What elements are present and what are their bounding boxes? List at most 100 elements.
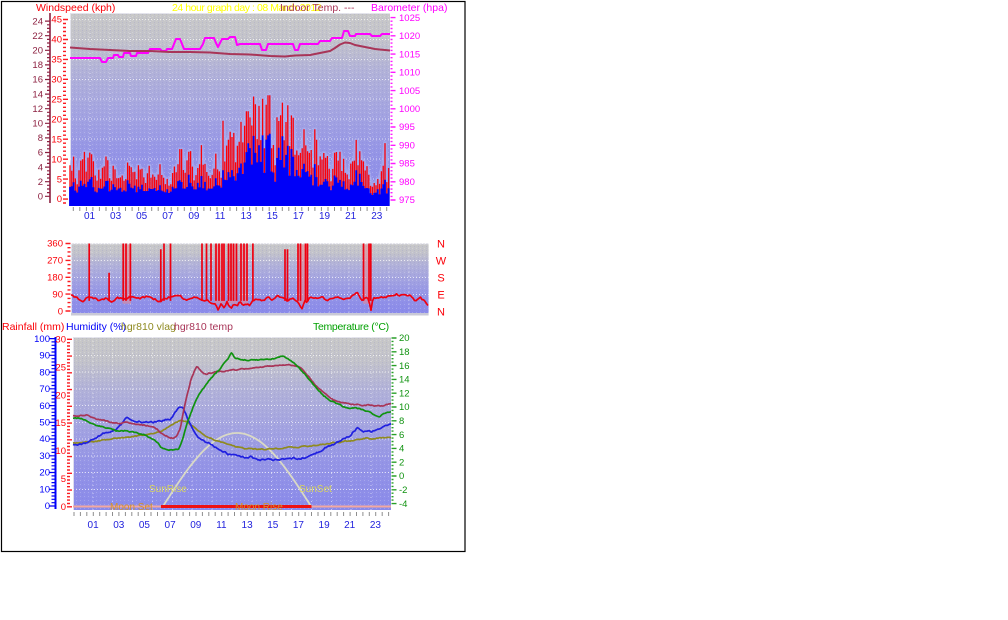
svg-text:N: N xyxy=(437,306,445,318)
svg-text:1020: 1020 xyxy=(399,31,420,42)
svg-text:25: 25 xyxy=(51,95,62,106)
svg-text:20: 20 xyxy=(51,115,62,126)
svg-text:12: 12 xyxy=(399,388,410,399)
svg-text:180: 180 xyxy=(47,273,63,284)
svg-text:1010: 1010 xyxy=(399,68,420,79)
svg-text:13: 13 xyxy=(241,211,253,222)
svg-text:980: 980 xyxy=(399,177,415,188)
svg-text:09: 09 xyxy=(190,520,202,531)
svg-text:1025: 1025 xyxy=(399,13,420,24)
svg-text:-2: -2 xyxy=(399,485,407,496)
svg-text:11: 11 xyxy=(216,520,227,531)
svg-text:18: 18 xyxy=(32,60,43,71)
svg-text:Humidity (%): Humidity (%) xyxy=(66,321,126,333)
svg-text:4: 4 xyxy=(399,444,404,455)
svg-text:5: 5 xyxy=(57,174,62,185)
svg-text:S: S xyxy=(437,272,444,284)
svg-text:360: 360 xyxy=(47,239,63,250)
svg-text:0: 0 xyxy=(38,192,43,203)
svg-text:6: 6 xyxy=(399,430,404,441)
svg-text:15: 15 xyxy=(267,520,279,531)
svg-text:30: 30 xyxy=(55,335,66,346)
svg-text:-4: -4 xyxy=(399,499,407,510)
svg-text:20: 20 xyxy=(55,390,66,401)
svg-text:24: 24 xyxy=(32,16,43,27)
svg-text:20: 20 xyxy=(399,333,410,344)
svg-text:15: 15 xyxy=(51,134,62,145)
svg-text:10: 10 xyxy=(55,446,66,457)
svg-text:975: 975 xyxy=(399,195,415,206)
svg-text:270: 270 xyxy=(47,256,63,267)
svg-text:985: 985 xyxy=(399,159,415,170)
svg-text:SunSet: SunSet xyxy=(299,484,332,495)
svg-text:10: 10 xyxy=(39,485,50,496)
svg-text:70: 70 xyxy=(39,384,50,395)
svg-text:1005: 1005 xyxy=(399,86,420,97)
svg-text:25: 25 xyxy=(55,362,66,373)
svg-text:03: 03 xyxy=(113,520,125,531)
svg-text:Temperature (°C): Temperature (°C) xyxy=(313,321,389,333)
svg-text:30: 30 xyxy=(51,75,62,86)
svg-text:18: 18 xyxy=(399,347,410,358)
svg-text:Indoor Temp. ---: Indoor Temp. --- xyxy=(280,2,355,14)
svg-text:21: 21 xyxy=(344,520,356,531)
svg-text:24 hour graph day : 08 March 2: 24 hour graph day : 08 March 2012 xyxy=(172,2,322,14)
svg-text:Rainfall (mm): Rainfall (mm) xyxy=(2,321,64,333)
svg-text:990: 990 xyxy=(399,141,415,152)
svg-text:90: 90 xyxy=(52,290,63,301)
svg-text:15: 15 xyxy=(55,418,66,429)
svg-text:0: 0 xyxy=(399,471,404,482)
svg-text:01: 01 xyxy=(84,211,96,222)
svg-text:Windspeed (kph): Windspeed (kph) xyxy=(36,2,115,14)
svg-text:16: 16 xyxy=(32,75,43,86)
svg-text:0: 0 xyxy=(58,307,63,318)
svg-text:40: 40 xyxy=(51,35,62,46)
svg-text:22: 22 xyxy=(32,31,43,42)
svg-text:03: 03 xyxy=(110,211,122,222)
svg-text:19: 19 xyxy=(319,211,331,222)
svg-text:4: 4 xyxy=(38,162,43,173)
svg-text:14: 14 xyxy=(399,375,410,386)
svg-text:90: 90 xyxy=(39,351,50,362)
svg-text:hgr810 vlag: hgr810 vlag xyxy=(121,321,176,333)
svg-text:15: 15 xyxy=(267,211,279,222)
svg-text:2: 2 xyxy=(399,457,404,468)
svg-text:10: 10 xyxy=(51,154,62,165)
svg-text:0: 0 xyxy=(45,501,50,512)
svg-text:16: 16 xyxy=(399,361,410,372)
svg-text:20: 20 xyxy=(32,46,43,57)
svg-text:30: 30 xyxy=(39,451,50,462)
svg-text:17: 17 xyxy=(293,211,305,222)
svg-text:01: 01 xyxy=(88,520,100,531)
svg-text:hgr810 temp: hgr810 temp xyxy=(174,321,233,333)
svg-text:Moon Rise: Moon Rise xyxy=(235,502,283,513)
svg-text:0: 0 xyxy=(57,194,62,205)
svg-text:E: E xyxy=(437,289,444,301)
svg-text:10: 10 xyxy=(399,402,410,413)
svg-text:80: 80 xyxy=(39,367,50,378)
svg-text:07: 07 xyxy=(162,211,174,222)
svg-text:35: 35 xyxy=(51,55,62,66)
svg-text:14: 14 xyxy=(32,89,43,100)
svg-text:SunRise: SunRise xyxy=(149,484,187,495)
svg-text:8: 8 xyxy=(399,416,404,427)
svg-text:8: 8 xyxy=(38,133,43,144)
svg-text:05: 05 xyxy=(139,520,151,531)
svg-text:12: 12 xyxy=(32,104,43,115)
svg-text:45: 45 xyxy=(51,15,62,26)
svg-text:W: W xyxy=(436,256,447,268)
svg-text:N: N xyxy=(437,239,445,251)
svg-text:1000: 1000 xyxy=(399,104,420,115)
svg-text:09: 09 xyxy=(188,211,200,222)
svg-text:0: 0 xyxy=(61,502,66,513)
svg-text:Barometer (hpa): Barometer (hpa) xyxy=(371,2,447,14)
svg-text:05: 05 xyxy=(136,211,148,222)
svg-text:5: 5 xyxy=(61,474,66,485)
svg-text:100: 100 xyxy=(34,334,50,345)
svg-text:19: 19 xyxy=(319,520,331,531)
svg-text:2: 2 xyxy=(38,177,43,188)
svg-text:23: 23 xyxy=(370,520,382,531)
svg-text:11: 11 xyxy=(215,211,226,222)
svg-text:17: 17 xyxy=(293,520,305,531)
svg-text:40: 40 xyxy=(39,434,50,445)
